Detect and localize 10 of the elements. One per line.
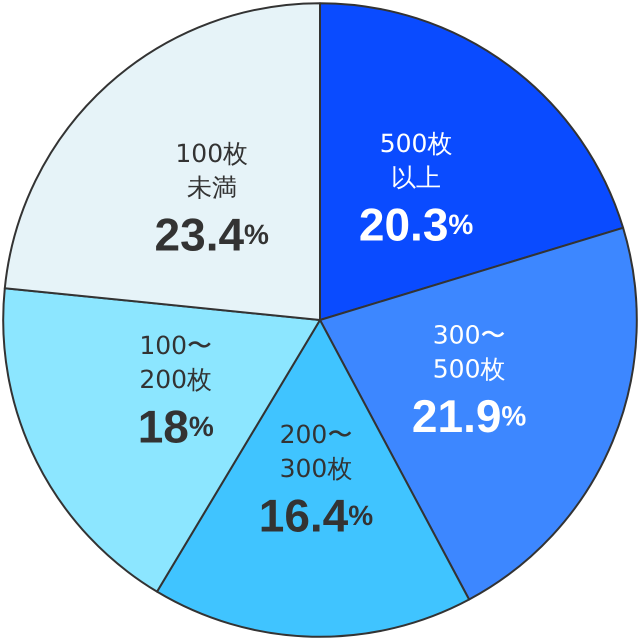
slice-label: 100〜200枚 xyxy=(139,330,212,394)
slice-label: 100枚未満 xyxy=(175,138,248,202)
data-label: 21.9% xyxy=(412,390,526,442)
data-label: 18% xyxy=(138,400,214,452)
data-label: 20.3% xyxy=(358,198,474,250)
slice-label: 200〜300枚 xyxy=(280,420,352,483)
slice-label: 500枚以上 xyxy=(380,128,452,192)
slice-label: 300〜500枚 xyxy=(432,320,506,384)
data-label: 23.4% xyxy=(154,208,270,260)
data-label: 16.4% xyxy=(258,489,374,542)
